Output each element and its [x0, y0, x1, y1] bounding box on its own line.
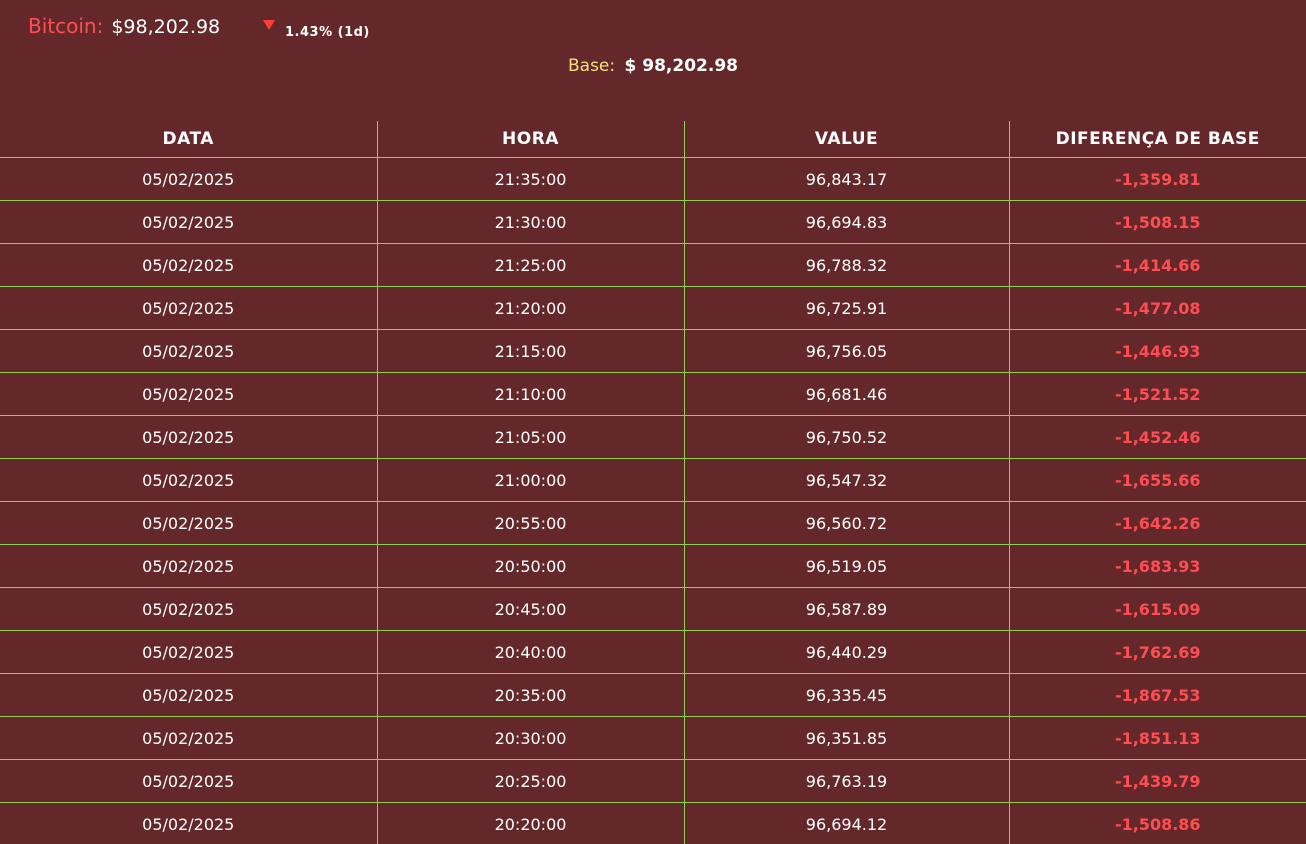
cell-time: 21:25:00 [376, 243, 684, 287]
change-percent: 1.43% (1d) [285, 25, 370, 40]
cell-value: 96,560.72 [683, 501, 1009, 545]
cell-time: 21:00:00 [376, 458, 684, 502]
table-row: 05/02/2025 20:45:00 96,587.89 -1,615.09 [0, 587, 1306, 631]
cell-date: 05/02/2025 [0, 802, 377, 844]
table-body: 05/02/2025 21:35:00 96,843.17 -1,359.81 05/0… [0, 157, 1306, 844]
cell-base-difference: -1,414.66 [1008, 243, 1306, 287]
cell-base-difference: -1,508.86 [1008, 802, 1306, 844]
cell-base-difference: -1,683.93 [1008, 544, 1306, 588]
table-row: 05/02/2025 21:10:00 96,681.46 -1,521.52 [0, 372, 1306, 416]
column-header-hora: HORA [376, 121, 684, 158]
cell-value: 96,694.12 [683, 802, 1009, 844]
cell-value: 96,750.52 [683, 415, 1009, 459]
ticker-change: 1.43% (1d) [263, 17, 370, 40]
cell-value: 96,788.32 [683, 243, 1009, 287]
cell-base-difference: -1,762.69 [1008, 630, 1306, 674]
cell-value: 96,694.83 [683, 200, 1009, 244]
cell-date: 05/02/2025 [0, 286, 377, 330]
cell-base-difference: -1,521.52 [1008, 372, 1306, 416]
cell-time: 21:35:00 [376, 157, 684, 201]
base-label: Base: [568, 56, 616, 76]
table-row: 05/02/2025 21:35:00 96,843.17 -1,359.81 [0, 157, 1306, 201]
table-row: 05/02/2025 20:20:00 96,694.12 -1,508.86 [0, 802, 1306, 844]
cell-time: 20:55:00 [376, 501, 684, 545]
cell-date: 05/02/2025 [0, 501, 377, 545]
cell-base-difference: -1,439.79 [1008, 759, 1306, 803]
cell-date: 05/02/2025 [0, 759, 377, 803]
ticker-summary: Bitcoin: $98,202.98 [28, 14, 220, 38]
cell-value: 96,440.29 [683, 630, 1009, 674]
column-header-value: VALUE [683, 121, 1009, 158]
cell-date: 05/02/2025 [0, 673, 377, 717]
cell-date: 05/02/2025 [0, 329, 377, 373]
cell-value: 96,351.85 [683, 716, 1009, 760]
cell-date: 05/02/2025 [0, 630, 377, 674]
cell-base-difference: -1,867.53 [1008, 673, 1306, 717]
table-row: 05/02/2025 21:30:00 96,694.83 -1,508.15 [0, 200, 1306, 244]
cell-time: 21:30:00 [376, 200, 684, 244]
table-row: 05/02/2025 21:20:00 96,725.91 -1,477.08 [0, 286, 1306, 330]
cell-time: 20:30:00 [376, 716, 684, 760]
base-price: Base: $ 98,202.98 [0, 56, 1306, 76]
cell-time: 20:20:00 [376, 802, 684, 844]
table-row: 05/02/2025 20:50:00 96,519.05 -1,683.93 [0, 544, 1306, 588]
table-header-row: DATA HORA VALUE DIFERENÇA DE BASE [0, 121, 1306, 158]
cell-base-difference: -1,508.15 [1008, 200, 1306, 244]
cell-date: 05/02/2025 [0, 415, 377, 459]
cell-date: 05/02/2025 [0, 243, 377, 287]
cell-date: 05/02/2025 [0, 200, 377, 244]
table-row: 05/02/2025 20:40:00 96,440.29 -1,762.69 [0, 630, 1306, 674]
cell-value: 96,519.05 [683, 544, 1009, 588]
cell-time: 21:10:00 [376, 372, 684, 416]
price-history-table: DATA HORA VALUE DIFERENÇA DE BASE 05/02/… [0, 121, 1306, 844]
cell-date: 05/02/2025 [0, 587, 377, 631]
base-value: $ 98,202.98 [624, 56, 738, 76]
cell-time: 21:05:00 [376, 415, 684, 459]
cell-time: 20:25:00 [376, 759, 684, 803]
cell-base-difference: -1,615.09 [1008, 587, 1306, 631]
cell-date: 05/02/2025 [0, 458, 377, 502]
cell-date: 05/02/2025 [0, 157, 377, 201]
ticker-name: Bitcoin: [28, 14, 104, 38]
cell-date: 05/02/2025 [0, 372, 377, 416]
table-row: 05/02/2025 20:30:00 96,351.85 -1,851.13 [0, 716, 1306, 760]
cell-value: 96,681.46 [683, 372, 1009, 416]
column-header-data: DATA [0, 121, 377, 158]
cell-value: 96,547.32 [683, 458, 1009, 502]
cell-base-difference: -1,851.13 [1008, 716, 1306, 760]
cell-time: 20:50:00 [376, 544, 684, 588]
cell-date: 05/02/2025 [0, 716, 377, 760]
table-row: 05/02/2025 20:25:00 96,763.19 -1,439.79 [0, 759, 1306, 803]
column-header-diferenca: DIFERENÇA DE BASE [1008, 121, 1306, 158]
cell-value: 96,763.19 [683, 759, 1009, 803]
cell-date: 05/02/2025 [0, 544, 377, 588]
cell-base-difference: -1,452.46 [1008, 415, 1306, 459]
cell-time: 20:40:00 [376, 630, 684, 674]
cell-time: 20:45:00 [376, 587, 684, 631]
table-row: 05/02/2025 20:35:00 96,335.45 -1,867.53 [0, 673, 1306, 717]
cell-base-difference: -1,655.66 [1008, 458, 1306, 502]
cell-base-difference: -1,477.08 [1008, 286, 1306, 330]
ticker-price: $98,202.98 [111, 16, 221, 38]
cell-time: 20:35:00 [376, 673, 684, 717]
cell-value: 96,587.89 [683, 587, 1009, 631]
cell-value: 96,756.05 [683, 329, 1009, 373]
price-header: Bitcoin: $98,202.98 1.43% (1d) Base: $ 9… [0, 0, 1306, 121]
cell-time: 21:20:00 [376, 286, 684, 330]
cell-value: 96,843.17 [683, 157, 1009, 201]
cell-value: 96,725.91 [683, 286, 1009, 330]
table-row: 05/02/2025 21:15:00 96,756.05 -1,446.93 [0, 329, 1306, 373]
triangle-down-icon [263, 20, 275, 30]
cell-base-difference: -1,446.93 [1008, 329, 1306, 373]
cell-base-difference: -1,642.26 [1008, 501, 1306, 545]
cell-value: 96,335.45 [683, 673, 1009, 717]
cell-time: 21:15:00 [376, 329, 684, 373]
table-row: 05/02/2025 21:05:00 96,750.52 -1,452.46 [0, 415, 1306, 459]
table-row: 05/02/2025 21:00:00 96,547.32 -1,655.66 [0, 458, 1306, 502]
table-row: 05/02/2025 21:25:00 96,788.32 -1,414.66 [0, 243, 1306, 287]
table-row: 05/02/2025 20:55:00 96,560.72 -1,642.26 [0, 501, 1306, 545]
cell-base-difference: -1,359.81 [1008, 157, 1306, 201]
